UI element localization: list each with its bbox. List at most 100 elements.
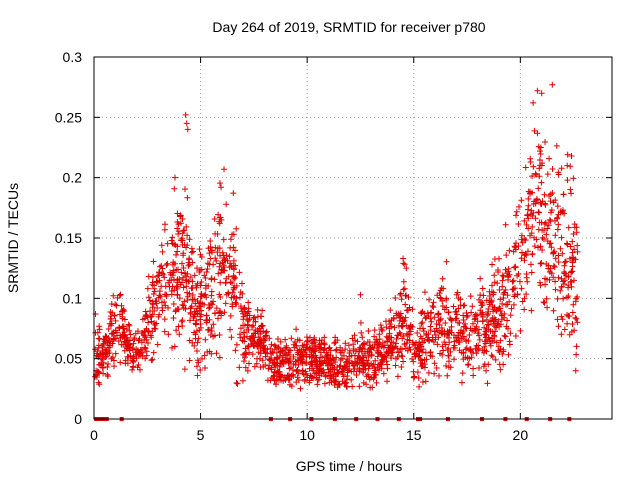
data-point: [164, 260, 171, 267]
data-point: [561, 210, 568, 217]
data-point: [388, 323, 395, 330]
data-point: [279, 357, 286, 364]
data-point: [150, 349, 157, 356]
data-point: [189, 259, 196, 266]
data-point: [557, 287, 564, 294]
data-point: [342, 359, 349, 366]
data-point: [276, 352, 283, 359]
data-point: [300, 371, 307, 378]
data-point: [350, 368, 357, 375]
data-point: [403, 330, 410, 337]
data-point: [237, 303, 244, 310]
data-point: [510, 277, 517, 284]
data-point: [191, 313, 198, 320]
data-point: [168, 277, 175, 284]
data-point: [529, 173, 536, 180]
data-point: [259, 307, 266, 314]
data-point: [450, 303, 457, 310]
data-point: [541, 299, 548, 306]
data-point: [334, 384, 341, 391]
data-point: [435, 334, 442, 341]
data-point: [222, 280, 229, 287]
data-point: [434, 311, 441, 318]
data-point: [254, 306, 261, 313]
data-point: [330, 377, 337, 384]
data-point: [260, 335, 267, 342]
data-point: [362, 352, 369, 359]
data-point: [443, 295, 450, 302]
data-point: [205, 245, 212, 252]
data-point: [172, 308, 179, 315]
data-point: [475, 326, 482, 333]
data-point: [528, 189, 535, 196]
data-point: [144, 339, 151, 346]
data-point: [524, 206, 531, 213]
data-point: [204, 326, 211, 333]
data-point: [258, 313, 265, 320]
data-point: [226, 264, 233, 271]
data-point: [368, 351, 375, 358]
data-point: [191, 296, 198, 303]
data-point: [95, 379, 102, 386]
data-point: [376, 367, 383, 374]
data-point: [315, 369, 322, 376]
data-point: [222, 300, 229, 307]
data-point: [555, 274, 562, 281]
data-point: [343, 358, 350, 365]
data-point: [175, 306, 182, 313]
data-point: [539, 227, 546, 234]
data-point: [503, 252, 510, 259]
data-point: [502, 286, 509, 293]
data-point: [373, 379, 380, 386]
data-point: [490, 320, 497, 327]
data-point: [403, 292, 410, 299]
data-point: [501, 310, 508, 317]
data-point: [573, 315, 580, 322]
data-point: [505, 265, 512, 272]
data-point: [227, 244, 234, 251]
data-point: [534, 87, 541, 94]
data-point: [123, 326, 130, 333]
data-point: [488, 297, 495, 304]
data-point: [418, 363, 425, 370]
data-point: [254, 327, 261, 334]
data-point: [511, 264, 518, 271]
y-tick-label: 0.2: [63, 170, 83, 186]
data-point: [325, 366, 332, 373]
data-point: [554, 203, 561, 210]
data-point: [371, 371, 378, 378]
data-point: [194, 357, 201, 364]
data-point: [227, 279, 234, 286]
data-point: [252, 318, 259, 325]
data-point: [561, 259, 568, 266]
data-point: [294, 347, 301, 354]
data-point: [145, 294, 152, 301]
data-point: [169, 261, 176, 268]
data-point: [231, 284, 238, 291]
data-point: [477, 275, 484, 282]
data-point: [104, 371, 111, 378]
data-point: [175, 323, 182, 330]
data-point: [197, 293, 204, 300]
data-point: [550, 274, 557, 281]
data-point: [196, 246, 203, 253]
data-point: [178, 260, 185, 267]
data-point: [191, 342, 198, 349]
data-point: [196, 300, 203, 307]
data-point: [548, 207, 555, 214]
data-point: [350, 347, 357, 354]
data-point: [550, 250, 557, 257]
data-point: [106, 338, 113, 345]
data-point: [169, 234, 176, 241]
data-point: [442, 341, 449, 348]
data-point: [418, 320, 425, 327]
data-point: [102, 349, 109, 356]
data-point: [497, 321, 504, 328]
data-point: [518, 236, 525, 243]
data-point: [463, 344, 470, 351]
data-point: [565, 282, 572, 289]
data-point: [293, 326, 300, 333]
data-point: [354, 361, 361, 368]
data-point: [275, 345, 282, 352]
data-point: [189, 248, 196, 255]
